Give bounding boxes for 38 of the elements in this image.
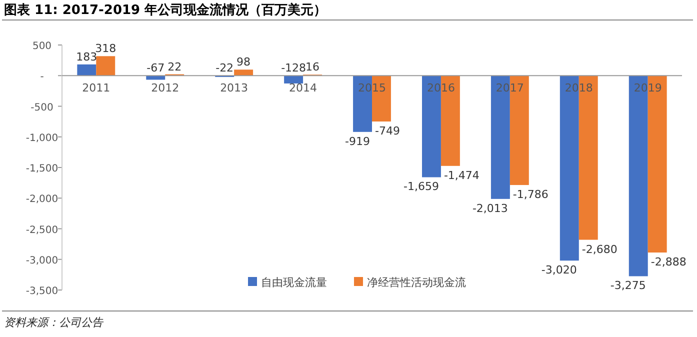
- legend-label: 自由现金流量: [261, 276, 327, 289]
- data-label: 22: [168, 60, 182, 74]
- y-tick-label: -2,500: [26, 224, 58, 236]
- y-tick-label: -1,000: [26, 132, 58, 144]
- data-label: -22: [216, 62, 234, 75]
- x-tick-label: 2018: [564, 82, 593, 95]
- data-label: -3,275: [610, 279, 646, 292]
- x-tick-label: 2014: [289, 82, 318, 95]
- x-tick-label: 2012: [151, 82, 180, 95]
- x-tick-label: 2013: [220, 82, 248, 95]
- data-label: -2,680: [582, 242, 618, 256]
- data-label: -2,888: [650, 256, 686, 269]
- y-tick-label: -3,000: [26, 255, 58, 266]
- legend-label: 净经营性活动现金流: [367, 276, 466, 289]
- y-tick-label: -2,000: [26, 194, 58, 206]
- text: 资料来源：公司公告: [4, 316, 104, 329]
- data-label: 183: [76, 50, 98, 64]
- chart-title: 图表 11: 2017-2019 年公司现金流情况（百万美元）: [4, 2, 327, 18]
- data-label: 318: [95, 42, 116, 56]
- data-label: -2,013: [472, 202, 508, 215]
- x-tick-label: 2019: [634, 82, 662, 95]
- y-tick-label: -: [40, 72, 44, 83]
- data-label: -1,786: [512, 188, 548, 202]
- data-label: -128: [281, 62, 306, 75]
- data-label: -749: [375, 124, 400, 138]
- y-tick-label: -3,500: [26, 286, 58, 297]
- data-label: -1,474: [444, 168, 480, 182]
- data-label: -67: [146, 62, 165, 75]
- y-tick-label: 500: [32, 41, 52, 52]
- data-label: 16: [306, 60, 320, 74]
- x-tick-label: 2011: [82, 82, 110, 95]
- y-tick-label: -1,500: [26, 164, 58, 174]
- data-label: -3,020: [541, 264, 577, 277]
- data-label: -1,659: [403, 180, 439, 194]
- data-label: 98: [236, 56, 251, 69]
- data-label: -919: [345, 134, 370, 148]
- y-tick-label: -500: [30, 102, 54, 114]
- x-tick-label: 2016: [426, 82, 455, 95]
